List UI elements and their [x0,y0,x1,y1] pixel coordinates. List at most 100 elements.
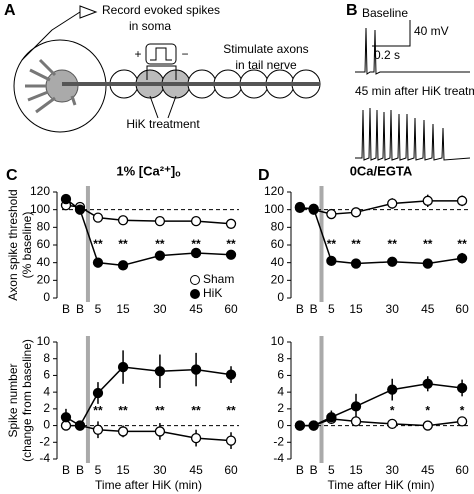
data-point [456,416,468,427]
data-point [92,257,104,268]
x-tick-label: B [76,463,84,477]
legend-label: Sham [203,272,234,286]
trace-label: Baseline [362,6,408,20]
y-tick-label: 120 [264,184,284,198]
y-tick-label: -4 [39,451,50,465]
data-point [326,208,337,220]
series-line [299,383,463,427]
significance-label: ** [351,237,361,251]
y-tick-label: -4 [273,451,284,465]
x-tick-label: B [296,463,304,477]
y-tick-label: 2 [43,401,50,415]
y-tick-label: 0 [277,418,284,432]
y-tick-label: 4 [43,384,50,398]
diagram-label: in tail nerve [235,58,297,72]
treatment-marker [319,336,324,463]
trace [355,107,471,161]
y-tick-label: 8 [277,351,284,365]
x-tick-label: 5 [328,302,335,316]
panel-label: A [4,2,16,19]
series-line [65,424,232,442]
x-tick-label: 15 [349,463,363,477]
data-point [308,203,319,214]
diagram [13,5,321,133]
series-line [65,198,232,267]
x-tick-label: 45 [189,302,203,316]
significance-label: ** [155,237,165,251]
panel-label: B [346,2,358,19]
diagram-label: Record evoked spikes [102,3,220,17]
data-point [422,420,433,431]
scale-bar [372,20,411,47]
series-line [299,200,463,215]
y-tick-label: 80 [271,220,285,234]
significance-label: ** [457,237,467,251]
panel-label: D [258,167,270,184]
stim-wire [146,65,177,80]
data-point [154,366,166,377]
scale-label: 0.2 s [374,48,400,62]
data-point [422,258,433,269]
y-tick-label: 20 [271,273,285,287]
y-axis-label: (% baseline) [20,212,34,279]
significance-label: ** [226,404,236,418]
y-tick-label: 120 [30,184,50,198]
x-tick-label: 30 [153,463,167,477]
y-tick-label: -2 [39,434,50,448]
amplifier [79,5,98,19]
treatment-marker [85,336,90,463]
x-tick-label: 60 [224,463,238,477]
data-point [350,207,362,218]
data-point [190,247,202,259]
x-tick-label: B [76,302,84,316]
x-tick-label: 60 [455,302,469,316]
x-tick-label: 60 [455,463,469,477]
treatment-marker [85,186,90,302]
significance-label: * [425,404,430,418]
data-point [60,420,72,431]
y-tick-label: 6 [277,368,284,382]
data-point [350,401,362,412]
data-point [225,218,237,229]
y-tick-label: 80 [37,220,51,234]
significance-label: ** [93,404,103,418]
series-line [65,204,232,225]
data-point [60,412,72,423]
data-point [387,256,398,267]
data-point [326,412,337,423]
y-tick-label: 100 [30,202,50,216]
panel-label: C [6,167,18,184]
x-tick-label: B [310,463,318,477]
y-tick-label: -2 [273,434,284,448]
diagram-label: in soma [129,19,171,33]
legend-label: HiK [203,286,222,300]
treatment-pointer [149,95,177,119]
x-axis-label: Time after HiK (min) [328,478,435,492]
y-tick-label: 4 [277,384,284,398]
series-line [65,366,232,427]
significance-label: ** [327,237,337,251]
chart-title: 1% [Ca²⁺]ₒ [116,163,181,178]
y-tick-label: 8 [43,351,50,365]
treatment-marker [319,186,324,302]
x-tick-label: B [62,302,70,316]
x-tick-label: B [310,302,318,316]
data-point [308,420,319,431]
electrode [21,11,81,61]
series-line [299,207,463,265]
significance-label: ** [191,237,201,251]
diagram-label: Stimulate axons [223,42,308,56]
y-tick-label: 2 [277,401,284,415]
significance-label: ** [388,237,398,251]
data-point [456,195,468,206]
x-tick-label: 60 [224,302,238,316]
y-tick-label: 40 [37,255,51,269]
significance-label: ** [118,237,128,251]
dendrites [25,58,77,114]
significance-label: ** [155,404,165,418]
significance-label: ** [118,404,128,418]
data-point [422,378,433,389]
x-tick-label: 45 [421,302,435,316]
y-tick-label: 6 [43,368,50,382]
